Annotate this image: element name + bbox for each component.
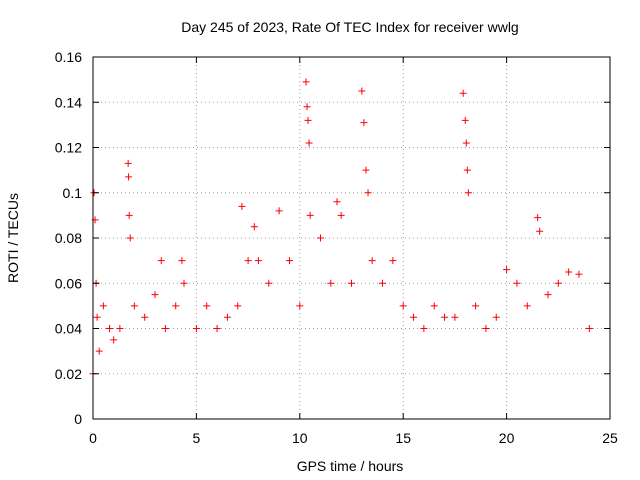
data-point bbox=[523, 302, 531, 310]
x-tick-label: 15 bbox=[395, 430, 411, 446]
data-point bbox=[305, 139, 313, 147]
chart-title: Day 245 of 2023, Rate Of TEC Index for r… bbox=[181, 19, 518, 35]
y-tick-label: 0.16 bbox=[55, 49, 82, 65]
data-point bbox=[430, 302, 438, 310]
data-point bbox=[575, 270, 583, 278]
data-point bbox=[306, 211, 314, 219]
data-point bbox=[275, 207, 283, 215]
data-point bbox=[157, 257, 165, 265]
data-point bbox=[472, 302, 480, 310]
data-point bbox=[565, 268, 573, 276]
data-point bbox=[110, 336, 118, 344]
y-tick-label: 0.12 bbox=[55, 140, 82, 156]
data-point bbox=[95, 347, 103, 355]
data-point bbox=[536, 227, 544, 235]
data-point bbox=[296, 302, 304, 310]
data-point bbox=[303, 103, 311, 111]
data-point bbox=[379, 279, 387, 287]
data-points bbox=[89, 78, 593, 378]
data-point bbox=[420, 325, 428, 332]
y-tick-label: 0.1 bbox=[63, 185, 83, 201]
data-point bbox=[399, 302, 407, 310]
y-tick-label: 0.08 bbox=[55, 230, 82, 246]
data-point bbox=[93, 313, 101, 321]
x-axis-label: GPS time / hours bbox=[297, 458, 404, 474]
data-point bbox=[244, 257, 252, 265]
data-point bbox=[544, 291, 552, 299]
data-point bbox=[364, 189, 372, 197]
data-point bbox=[161, 325, 169, 332]
data-point bbox=[124, 159, 132, 167]
data-point bbox=[304, 116, 312, 124]
data-point bbox=[125, 211, 133, 219]
data-point bbox=[223, 313, 231, 321]
data-point bbox=[116, 325, 124, 332]
data-point bbox=[348, 279, 355, 287]
data-point bbox=[337, 211, 345, 219]
data-point bbox=[285, 257, 293, 265]
x-tick-label: 5 bbox=[193, 430, 201, 446]
x-tick-label: 25 bbox=[602, 430, 618, 446]
data-point bbox=[464, 189, 472, 197]
plot-frame bbox=[92, 56, 611, 420]
data-point bbox=[327, 279, 335, 287]
data-point bbox=[389, 257, 397, 265]
data-point bbox=[554, 279, 562, 287]
x-tick-labels: 0 5 10 15 20 25 bbox=[89, 430, 618, 446]
data-point bbox=[462, 139, 470, 147]
data-point bbox=[106, 325, 114, 332]
y-axis-label: ROTI / TECUs bbox=[5, 193, 21, 283]
y-tick-label: 0.14 bbox=[55, 94, 82, 110]
y-tick-labels: 0 0.02 0.04 0.06 0.08 0.1 0.12 0.14 0.16 bbox=[55, 49, 82, 427]
data-point bbox=[463, 166, 471, 174]
data-point bbox=[192, 325, 200, 332]
data-point bbox=[178, 257, 186, 265]
x-tick-label: 20 bbox=[499, 430, 515, 446]
data-point bbox=[265, 279, 273, 287]
x-tick-label: 10 bbox=[292, 430, 308, 446]
data-point bbox=[503, 266, 511, 274]
y-tick-label: 0.04 bbox=[55, 321, 82, 337]
data-point bbox=[250, 223, 258, 231]
data-point bbox=[203, 302, 211, 310]
data-point bbox=[172, 302, 180, 310]
data-point bbox=[234, 302, 242, 310]
data-point bbox=[333, 198, 341, 206]
data-point bbox=[141, 313, 149, 321]
data-point bbox=[126, 234, 134, 242]
data-point bbox=[482, 325, 490, 332]
data-point bbox=[213, 325, 221, 332]
data-point bbox=[368, 257, 376, 265]
data-point bbox=[151, 291, 159, 299]
grid-lines bbox=[93, 57, 610, 419]
data-point bbox=[459, 89, 467, 97]
data-point bbox=[461, 116, 469, 124]
data-point bbox=[513, 279, 521, 287]
y-tick-label: 0 bbox=[74, 411, 82, 427]
data-point bbox=[492, 313, 500, 321]
y-tick-label: 0.02 bbox=[55, 366, 82, 382]
data-point bbox=[302, 78, 310, 86]
data-point bbox=[360, 119, 368, 127]
data-point bbox=[99, 302, 107, 310]
data-point bbox=[585, 325, 593, 332]
data-point bbox=[254, 257, 262, 265]
data-point bbox=[534, 214, 542, 222]
data-point bbox=[410, 313, 418, 321]
data-point bbox=[362, 166, 370, 174]
data-point bbox=[125, 173, 133, 181]
x-tick-label: 0 bbox=[89, 430, 97, 446]
data-point bbox=[441, 313, 449, 321]
data-point bbox=[180, 279, 188, 287]
tick-marks bbox=[92, 56, 611, 420]
data-point bbox=[316, 234, 324, 242]
data-point bbox=[238, 202, 246, 210]
data-point bbox=[130, 302, 138, 310]
data-point bbox=[451, 313, 459, 321]
data-point bbox=[358, 87, 366, 95]
y-tick-label: 0.06 bbox=[55, 275, 82, 291]
